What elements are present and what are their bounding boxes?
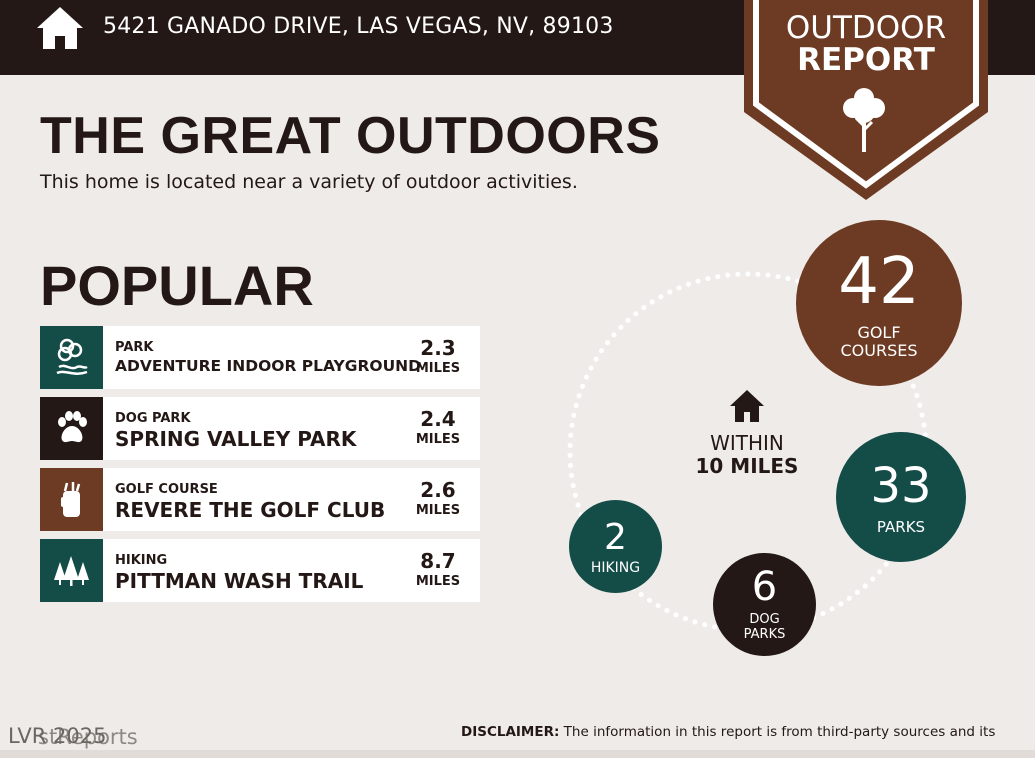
item-category: DOG PARK — [115, 411, 191, 426]
item-unit: MILES — [415, 361, 461, 376]
disclaimer-label: DISCLAIMER: — [461, 724, 560, 740]
disclaimer: DISCLAIMER: The information in this repo… — [461, 724, 1021, 752]
dog-parks-count: 6 — [751, 564, 778, 610]
item-distance: 2.4 — [420, 407, 456, 431]
item-unit: MILES — [415, 574, 461, 589]
within-label: WITHIN — [710, 431, 784, 455]
item-name: PITTMAN WASH TRAIL — [115, 569, 364, 593]
parks-label: PARKS — [876, 518, 926, 536]
paw-icon — [40, 397, 103, 460]
within-miles: 10 MILES — [695, 454, 799, 478]
golf-courses-bubble: 42 GOLF COURSES — [796, 220, 962, 386]
item-distance: 2.3 — [420, 336, 456, 360]
golf-label-line1: GOLF — [857, 323, 901, 342]
section-title-popular: POPULAR — [40, 254, 314, 317]
page-subtitle: This home is located near a variety of o… — [40, 171, 578, 193]
dog-parks-bubble: 6 DOG PARKS — [713, 553, 816, 656]
list-item: HIKING PITTMAN WASH TRAIL 8.7 MILES — [40, 539, 480, 602]
item-distance: 2.6 — [420, 478, 456, 502]
list-item: DOG PARK SPRING VALLEY PARK 2.4 MILES — [40, 397, 480, 460]
parks-bubble: 33 PARKS — [836, 432, 966, 562]
item-unit: MILES — [415, 503, 461, 518]
item-category: GOLF COURSE — [115, 482, 218, 497]
footer-bar — [0, 750, 1035, 758]
park-icon — [40, 326, 103, 389]
list-item: GOLF COURSE REVERE THE GOLF CLUB 2.6 MIL… — [40, 468, 480, 531]
item-distance: 8.7 — [420, 549, 456, 573]
property-address: 5421 GANADO DRIVE, LAS VEGAS, NV, 89103 — [103, 14, 614, 39]
dog-label-line2: PARKS — [743, 626, 786, 642]
item-name: REVERE THE GOLF CLUB — [115, 498, 386, 522]
hiking-label: HIKING — [590, 560, 641, 576]
page-title: THE GREAT OUTDOORS — [40, 107, 661, 165]
dog-parks-label: DOG PARKS — [713, 612, 816, 643]
golf-courses-label: GOLF COURSES — [796, 323, 962, 361]
badge-title-line2: REPORT — [797, 42, 935, 78]
hiking-count: 2 — [604, 517, 627, 558]
item-category: PARK — [115, 340, 154, 355]
item-name: SPRING VALLEY PARK — [115, 427, 357, 451]
golf-label-line2: COURSES — [840, 341, 918, 361]
home-icon — [37, 7, 83, 49]
badge-title-line1: OUTDOOR — [785, 10, 947, 46]
dog-label-line1: DOG — [749, 612, 780, 627]
brand-logo-text: stReports — [38, 725, 138, 749]
home-icon — [730, 390, 764, 422]
golf-bag-icon — [40, 468, 103, 531]
disclaimer-text: The information in this report is from t… — [559, 724, 996, 740]
watermark: LVR 2025 — [8, 724, 107, 748]
golf-courses-count: 42 — [838, 245, 920, 319]
item-name: ADVENTURE INDOOR PLAYGROUND — [115, 357, 422, 375]
item-unit: MILES — [415, 432, 461, 447]
hiking-bubble: 2 HIKING — [569, 500, 662, 593]
list-item: PARK ADVENTURE INDOOR PLAYGROUND 2.3 MIL… — [40, 326, 480, 389]
tree-icon — [843, 88, 885, 152]
pine-trees-icon — [40, 539, 103, 602]
item-category: HIKING — [115, 553, 168, 568]
parks-count: 33 — [870, 458, 932, 514]
